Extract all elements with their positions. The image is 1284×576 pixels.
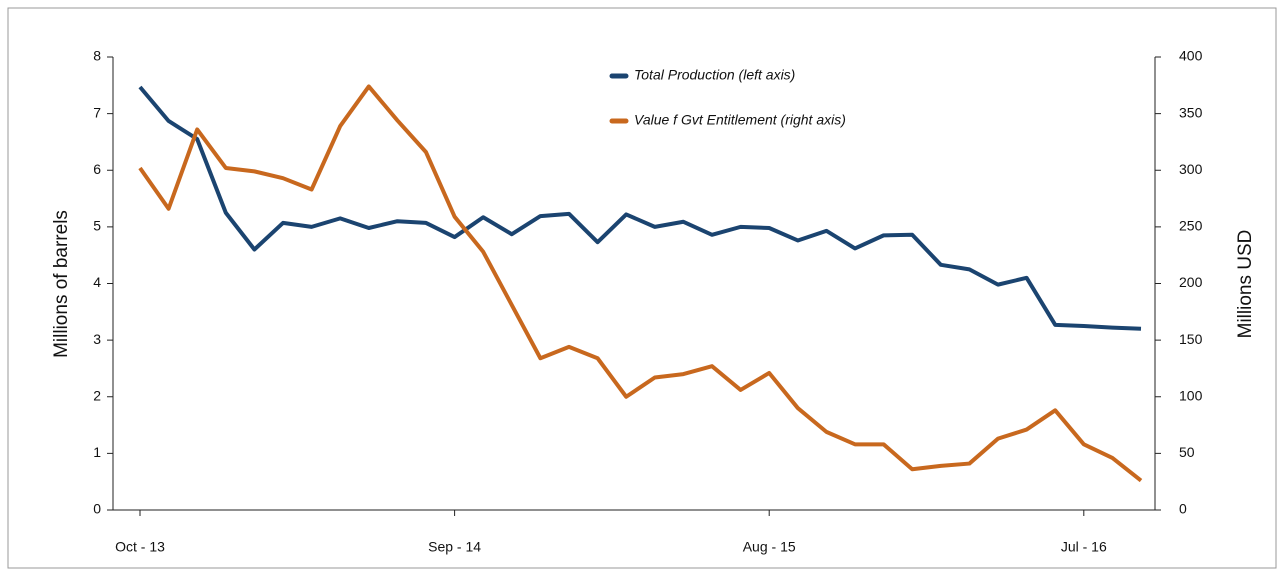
y-tick-label: 8 <box>93 48 101 64</box>
series-line <box>138 85 1142 331</box>
chart-frame <box>7 7 1277 569</box>
y2-tick-label: 400 <box>1179 48 1203 64</box>
y-tick-label: 3 <box>93 331 101 347</box>
y-tick-label: 5 <box>93 218 101 234</box>
y-tick-label: 1 <box>93 444 101 460</box>
y-tick-label: 4 <box>93 274 101 290</box>
y2-tick-label: 150 <box>1179 331 1203 347</box>
y2-tick-label: 200 <box>1179 274 1203 290</box>
y-axis-title: Millions of barrels <box>51 210 72 358</box>
y-tick-label: 6 <box>93 161 101 177</box>
y2-axis-title: Millions USD <box>1235 230 1256 339</box>
y2-tick-label: 250 <box>1179 218 1203 234</box>
y-tick-label: 0 <box>93 501 101 517</box>
y-tick-label: 2 <box>93 387 101 403</box>
series-line <box>138 84 1143 483</box>
legend-label: Value f Gvt Entitlement (right axis) <box>634 112 846 128</box>
x-tick-label: Aug - 15 <box>743 539 796 555</box>
x-tick-label: Sep - 14 <box>428 539 481 555</box>
y-tick-label: 7 <box>93 104 101 120</box>
x-tick-label: Oct - 13 <box>115 539 165 555</box>
y2-tick-label: 0 <box>1179 501 1187 517</box>
y2-tick-label: 100 <box>1179 387 1203 403</box>
legend-label: Total Production (left axis) <box>634 67 795 83</box>
x-tick-label: Jul - 16 <box>1061 539 1107 555</box>
y2-tick-label: 50 <box>1179 444 1195 460</box>
y2-tick-label: 300 <box>1179 161 1203 177</box>
y2-tick-label: 350 <box>1179 104 1203 120</box>
